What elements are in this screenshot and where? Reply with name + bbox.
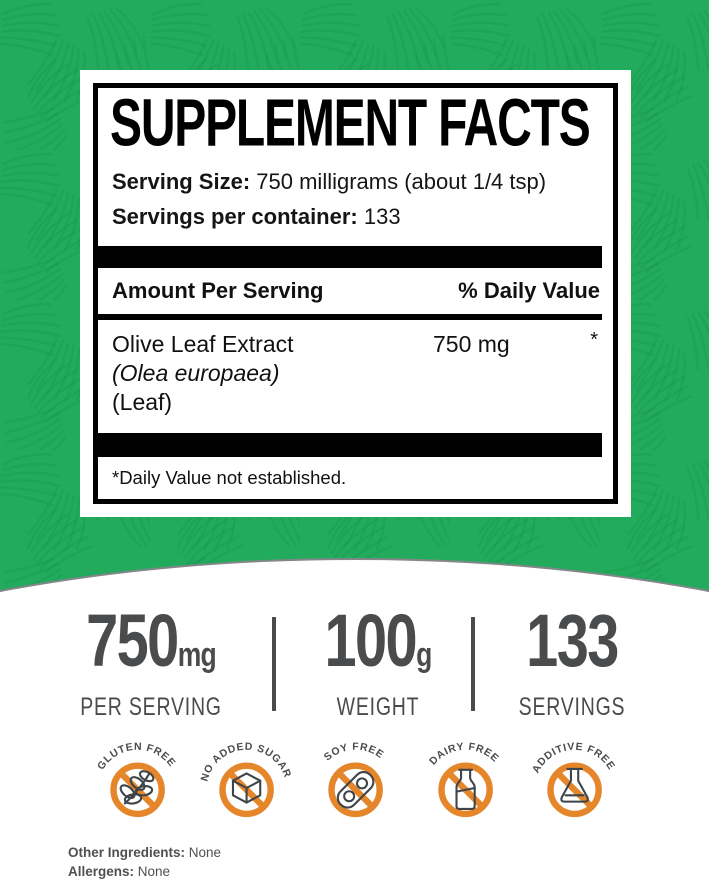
amount-per-serving-header: Amount Per Serving xyxy=(112,278,324,303)
other-ingredients-label: Other Ingredients: xyxy=(68,845,186,860)
ingredient-amount: 750 mg xyxy=(433,331,510,357)
badge-label: ADDITIVE FREE xyxy=(530,742,616,776)
soy-pod-icon xyxy=(337,771,375,809)
separator-rule xyxy=(98,314,602,320)
ingredient-daily-value: * xyxy=(590,329,598,351)
stat-per-serving: 750mg PER SERVING xyxy=(46,604,256,722)
prohibited-circle-icon xyxy=(328,762,384,818)
badge-gluten-free: GLUTEN FREE xyxy=(96,742,176,818)
panel-title: SUPPLEMENT FACTS xyxy=(110,85,591,161)
servings-per-container-line: Servings per container: 133 xyxy=(112,203,600,231)
other-ingredients-line: Other Ingredients: None xyxy=(68,843,221,862)
serving-size-line: Serving Size: 750 milligrams (about 1/4 … xyxy=(112,168,600,196)
daily-value-header: % Daily Value xyxy=(458,278,600,303)
prohibited-circle-icon xyxy=(547,762,602,818)
stat-unit: g xyxy=(416,636,432,674)
flask-icon xyxy=(560,767,589,803)
milk-bottle-icon xyxy=(455,768,476,810)
allergens-label: Allergens: xyxy=(68,864,135,879)
stat-unit: mg xyxy=(177,636,217,674)
ingredient-plant-part: (Leaf) xyxy=(112,389,173,415)
stat-label: PER SERVING xyxy=(80,693,222,721)
stat-weight: 100g WEIGHT xyxy=(273,604,483,722)
ingredient-row: Olive Leaf Extract (Olea europaea) (Leaf… xyxy=(112,329,600,417)
green-curve-edge xyxy=(0,558,709,879)
ingredient-botanical-name: (Olea europaea) xyxy=(112,360,280,386)
footer-notes: Other Ingredients: None Allergens: None xyxy=(68,843,221,879)
separator-bar-top xyxy=(98,246,602,268)
servings-value: 133 xyxy=(363,204,401,229)
badge-label: SOY FREE xyxy=(323,742,386,764)
stats-row: 750mg PER SERVING 100g WEIGHT 133 SERVIN… xyxy=(0,604,709,722)
badge-dairy-free: DAIRY FREE xyxy=(427,742,500,818)
panel-border: SUPPLEMENT FACTS Serving Size: 750 milli… xyxy=(93,83,618,504)
badge-no-added-sugar: NO ADDED SUGAR xyxy=(200,742,293,818)
other-ingredients-value: None xyxy=(188,845,222,860)
daily-value-footnote: *Daily Value not established. xyxy=(112,467,347,488)
badge-additive-free: ADDITIVE FREE xyxy=(530,742,616,818)
stat-divider xyxy=(471,617,475,711)
stat-label: SERVINGS xyxy=(518,693,626,721)
badge-label: NO ADDED SUGAR xyxy=(200,742,293,783)
stat-value: 133 xyxy=(526,599,619,682)
serving-size-value: 750 milligrams (about 1/4 tsp) xyxy=(256,169,547,194)
supplement-facts-panel: SUPPLEMENT FACTS Serving Size: 750 milli… xyxy=(80,70,631,517)
serving-size-label: Serving Size: xyxy=(112,169,251,194)
badge-soy-free: SOY FREE xyxy=(323,742,386,818)
separator-bar-bottom xyxy=(98,433,602,457)
ingredient-name: Olive Leaf Extract xyxy=(112,331,294,357)
badge-row: GLUTEN FREE NO ADDED SUGAR SOY FREE xyxy=(83,728,629,830)
servings-label: Servings per container: xyxy=(112,204,358,229)
stat-value: 750 xyxy=(86,599,179,682)
wheat-icon xyxy=(119,770,155,805)
sugar-cube-icon xyxy=(232,772,262,804)
table-header-row: Amount Per Serving % Daily Value xyxy=(112,278,600,304)
allergens-value: None xyxy=(137,864,171,879)
stat-label: WEIGHT xyxy=(336,693,420,721)
stat-value: 100 xyxy=(324,599,417,682)
allergens-line: Allergens: None xyxy=(68,862,221,879)
stat-divider xyxy=(272,617,276,711)
stat-servings: 133 SERVINGS xyxy=(467,604,677,722)
